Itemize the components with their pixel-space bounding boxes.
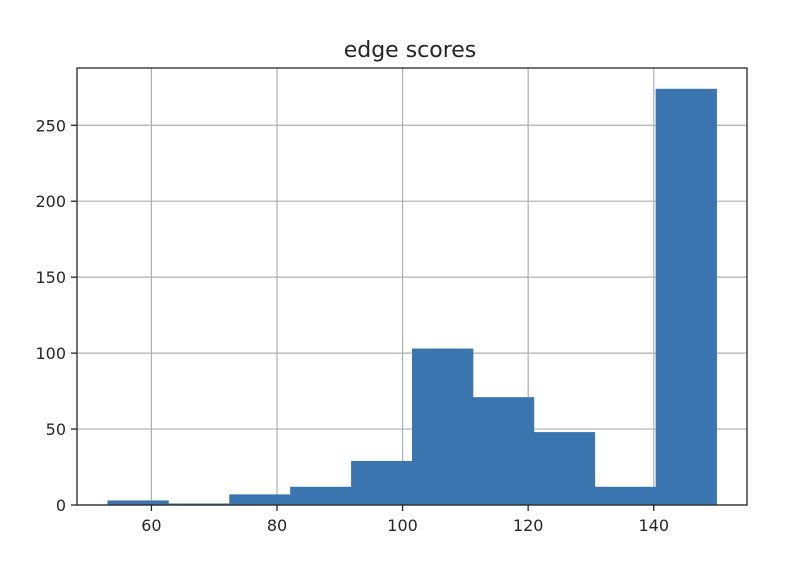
x-tick-label: 120 <box>513 516 544 535</box>
histogram-bar-2 <box>168 503 230 505</box>
x-tick-label: 100 <box>387 516 418 535</box>
x-tick-label: 80 <box>267 516 287 535</box>
y-tick-label: 150 <box>35 268 66 287</box>
y-tick-label: 0 <box>56 496 66 515</box>
histogram-bar-4 <box>290 486 352 505</box>
histogram-bar-7 <box>472 397 535 505</box>
y-axis-ticks: 0 50 100 150 200 250 <box>35 116 77 515</box>
histogram-bar-3 <box>229 494 291 505</box>
chart-title: edge scores <box>344 38 477 63</box>
plot-frame <box>76 67 748 506</box>
histogram-bars <box>107 88 717 506</box>
y-tick-label: 50 <box>46 420 66 439</box>
histogram-bar-1 <box>107 500 169 505</box>
y-tick-label: 250 <box>35 116 66 135</box>
histogram-bar-9 <box>594 486 657 505</box>
histogram-bar-10 <box>655 88 717 506</box>
histogram-bar-6 <box>412 348 474 505</box>
histogram-bar-5 <box>351 460 413 505</box>
x-tick-label: 60 <box>141 516 161 535</box>
x-axis-ticks: 60 80 100 120 140 <box>141 505 669 535</box>
y-tick-label: 100 <box>35 344 66 363</box>
histogram-bar-8 <box>533 432 596 505</box>
x-tick-label: 140 <box>638 516 669 535</box>
y-tick-label: 200 <box>35 192 66 211</box>
